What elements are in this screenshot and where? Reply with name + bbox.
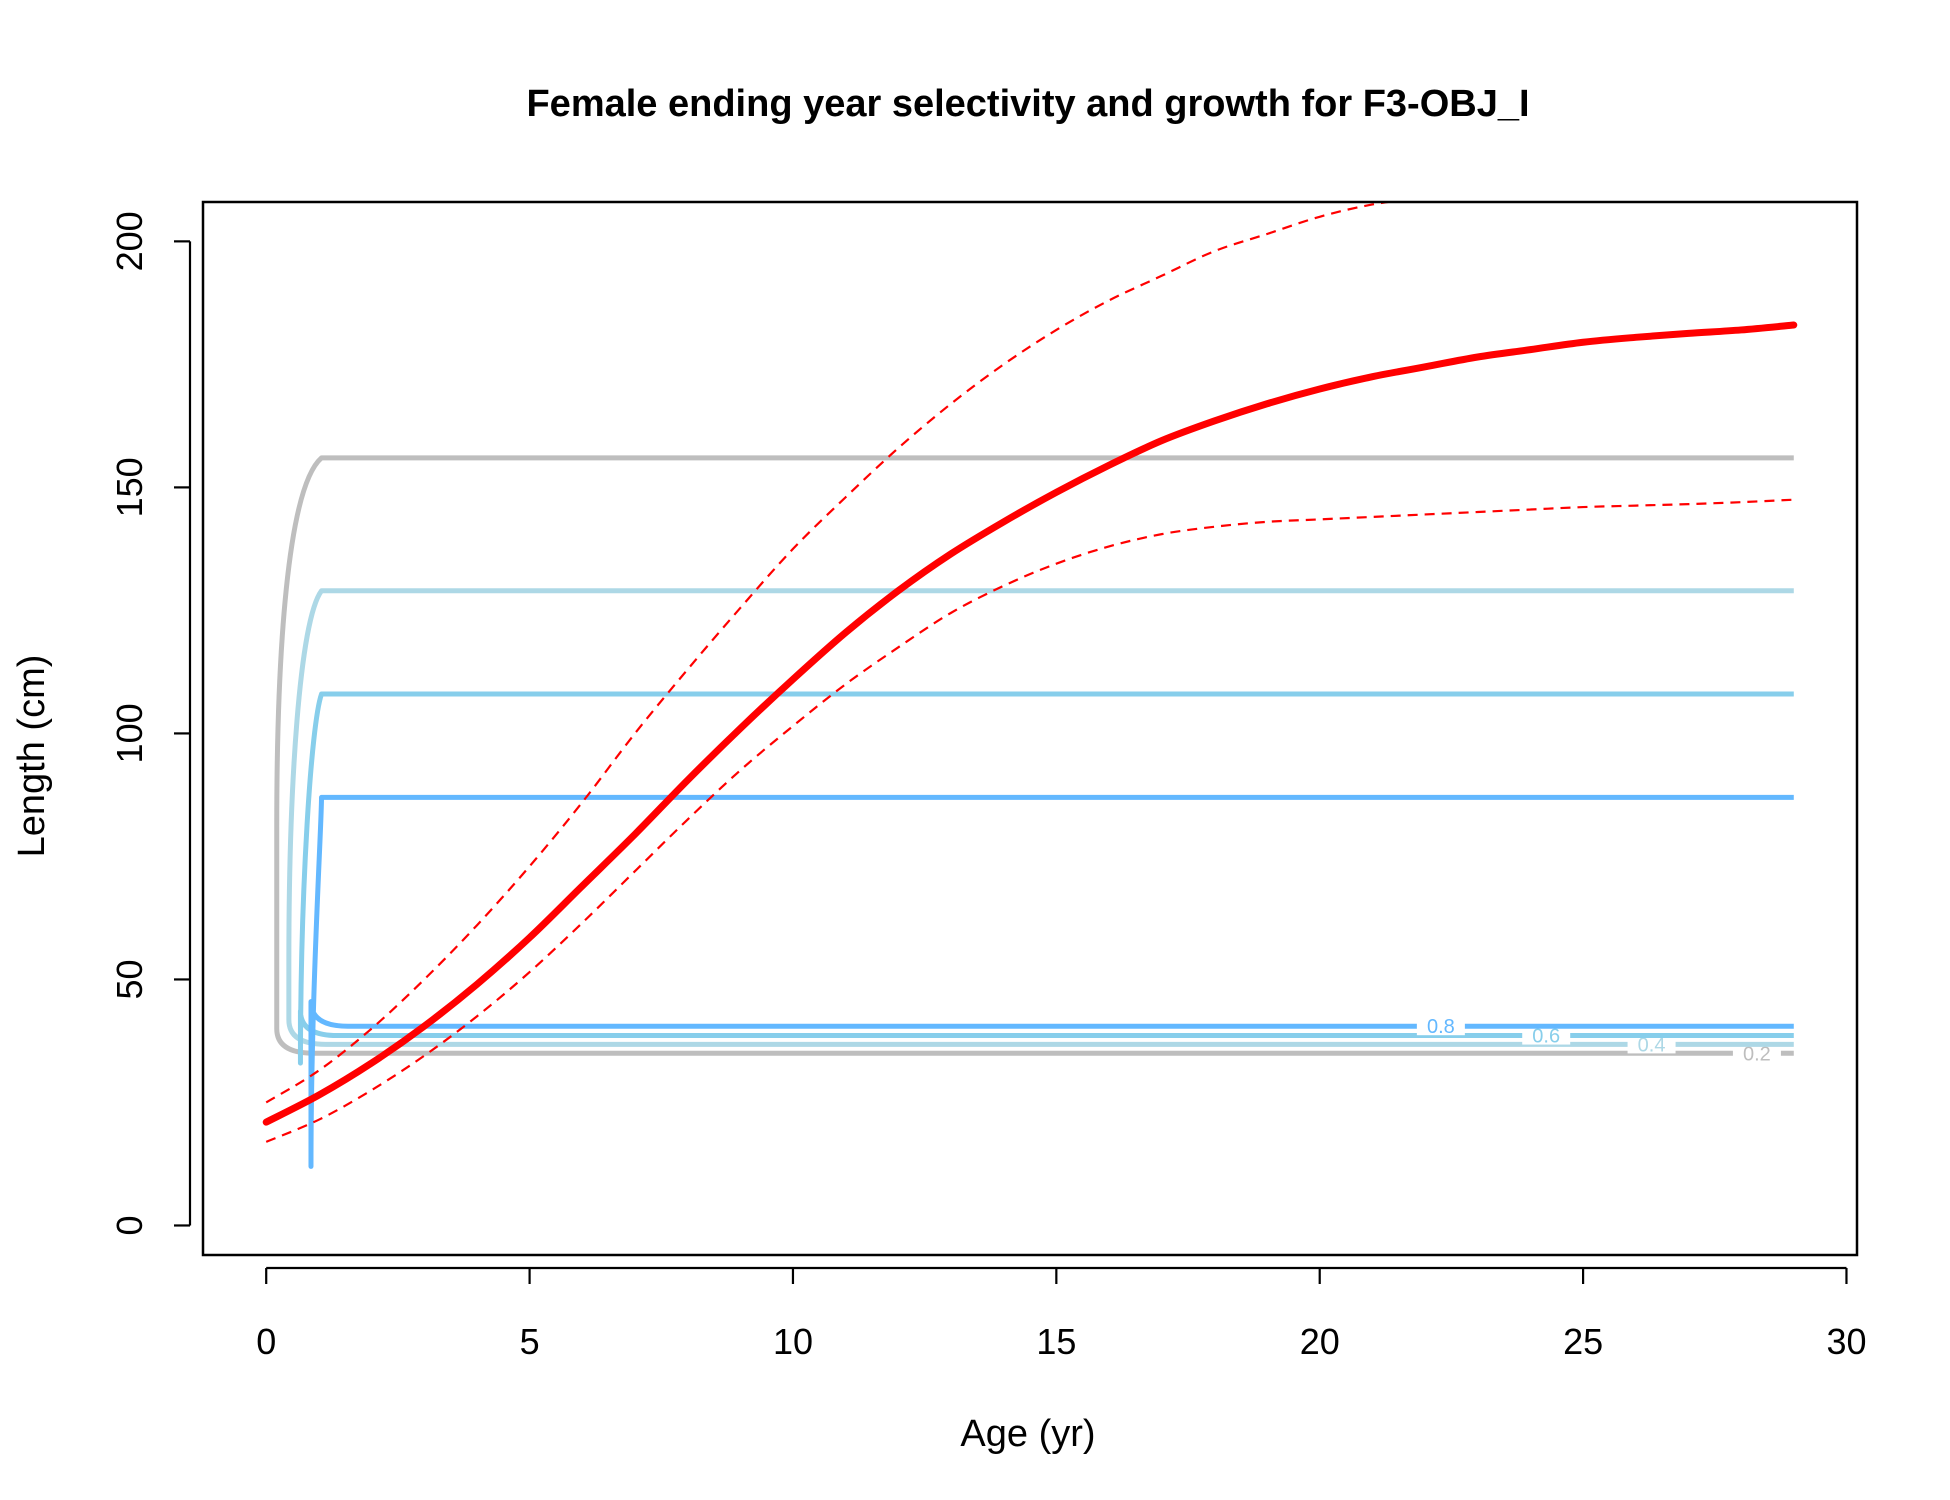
- y-axis-label: Length (cm): [11, 655, 53, 858]
- x-tick-label: 10: [773, 1321, 813, 1362]
- contour-label-gap-0-2: [1732, 1044, 1781, 1063]
- y-tick-label: 0: [109, 1215, 150, 1235]
- x-tick-label: 5: [520, 1321, 540, 1362]
- contour-label-0-4: 0.4: [1638, 1034, 1666, 1056]
- contour-label-0-8: 0.8: [1427, 1016, 1455, 1038]
- contour-label-gap-0-4: [1627, 1035, 1676, 1054]
- contour-label-gap-0-6: [1522, 1026, 1571, 1045]
- growth-curve-line: [262, 321, 1798, 1126]
- x-axis-label: Age (yr): [960, 1413, 1095, 1455]
- lower-interval-line: [265, 498, 1794, 1143]
- y-tick-label: 200: [109, 211, 150, 271]
- axes-layer: 0 5 10 15 20 25 30 0 50 100 150 200: [109, 211, 1866, 1362]
- chart-title: Female ending year selectivity and growt…: [526, 83, 1529, 125]
- plot-layer: 0.2 0.4 0.6 0.8: [262, 202, 1798, 1169]
- x-tick-label: 0: [256, 1321, 276, 1362]
- selectivity-contour-0-6: [297, 691, 1794, 1066]
- contour-label-0-6: 0.6: [1532, 1026, 1560, 1048]
- x-tick-label: 25: [1563, 1321, 1603, 1362]
- y-tick-label: 150: [109, 457, 150, 517]
- y-tick-label: 50: [109, 959, 150, 999]
- x-tick-label: 15: [1036, 1321, 1076, 1362]
- contour-label-0-2: 0.2: [1743, 1043, 1771, 1065]
- y-tick-label: 100: [109, 703, 150, 763]
- x-tick-label: 20: [1300, 1321, 1340, 1362]
- contour-label-gap-0-8: [1416, 1017, 1465, 1036]
- x-tick-label: 30: [1826, 1321, 1866, 1362]
- selectivity-contour-0-2: [274, 455, 1794, 1056]
- upper-interval-line: [265, 202, 1396, 1104]
- plot-frame: [201, 200, 1859, 1257]
- selectivity-contour-0-4: [286, 588, 1794, 1047]
- selectivity-contour-0-8: [308, 794, 1794, 1169]
